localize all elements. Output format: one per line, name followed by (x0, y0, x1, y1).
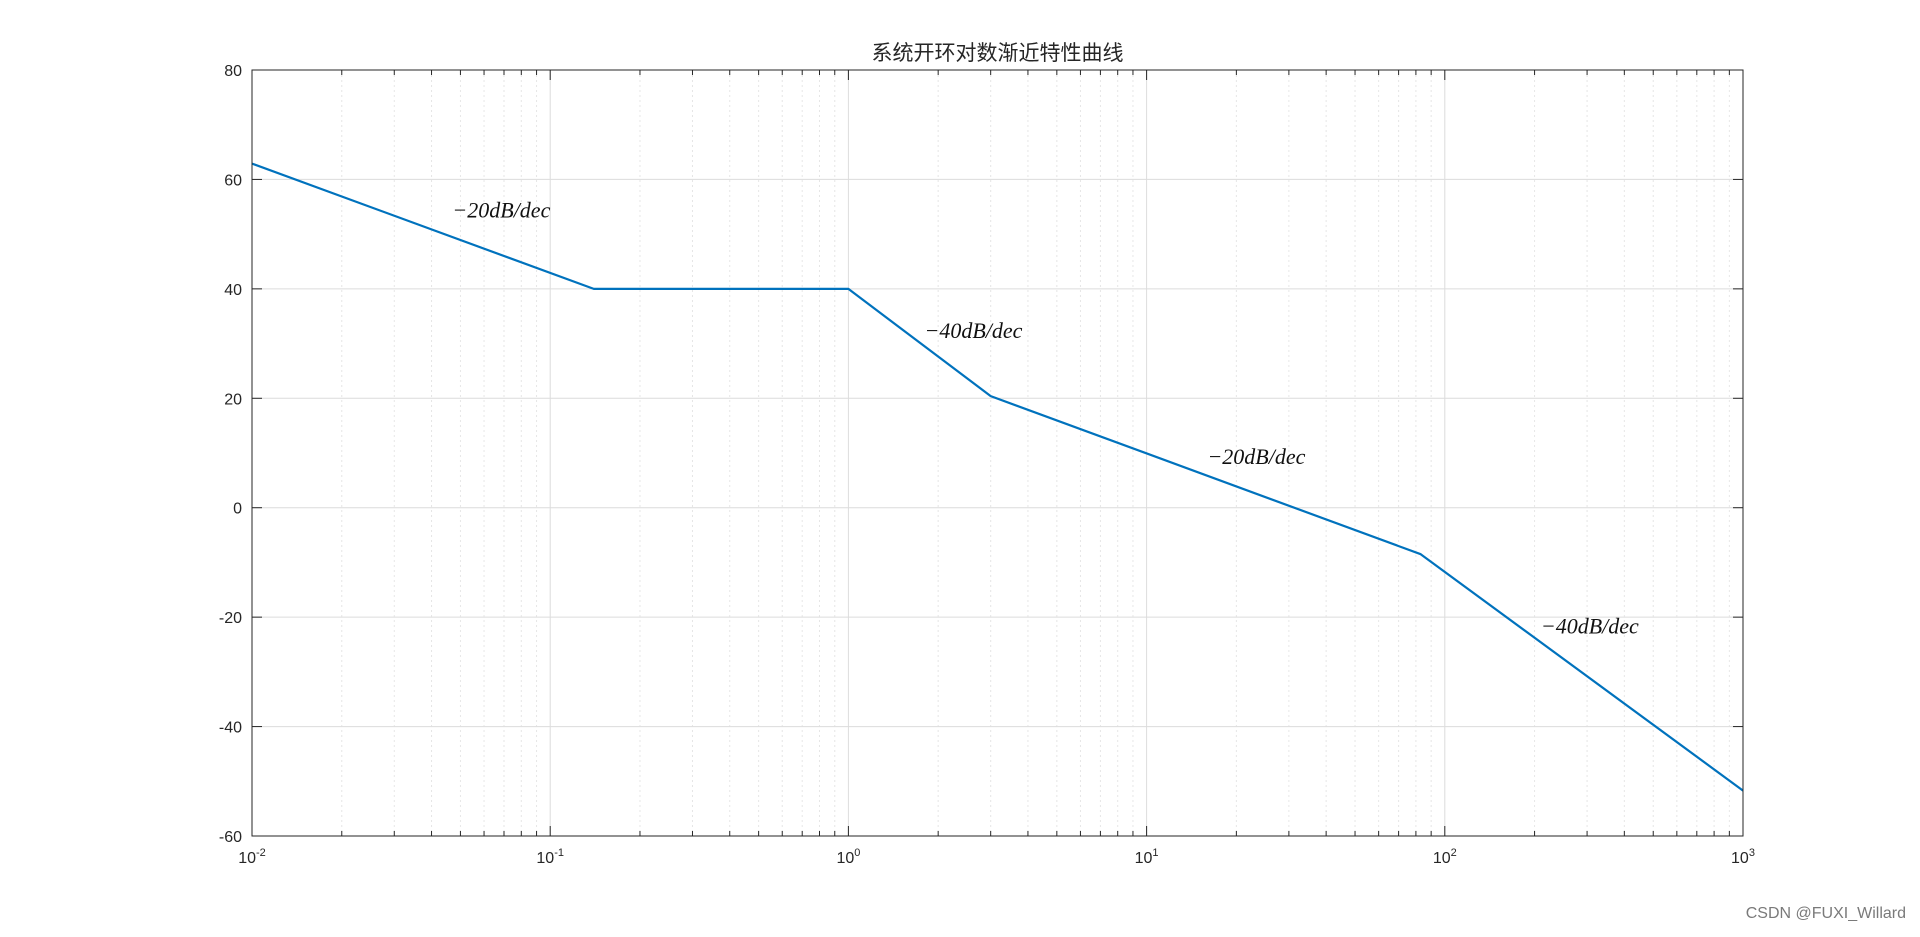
slope-annotation: −40dB/dec (925, 318, 1023, 343)
x-tick-label: 102 (1433, 847, 1457, 867)
y-tick-label: -20 (219, 610, 242, 627)
grid (251, 69, 1744, 837)
chart-title: 系统开环对数渐近特性曲线 (872, 41, 1124, 65)
slope-annotation: −40dB/dec (1541, 614, 1639, 639)
tick-marks (251, 69, 1744, 837)
x-tick-label: 103 (1731, 847, 1755, 867)
plot-area-border (251, 69, 1744, 837)
x-tick-labels: 10-2 10-1 100 101 102 103 (238, 847, 1755, 867)
x-tick-label: 10-2 (238, 847, 266, 867)
y-tick-label: -60 (219, 829, 242, 846)
x-tick-label: 10-1 (536, 847, 564, 867)
y-tick-label: -40 (219, 720, 242, 737)
series-layer (251, 162, 1744, 792)
slope-annotation: −20dB/dec (1207, 444, 1305, 469)
x-tick-label: 100 (836, 847, 860, 867)
y-tick-label: 80 (224, 63, 242, 80)
watermark: CSDN @FUXI_Willard (1745, 905, 1906, 922)
x-tick-label: 101 (1135, 847, 1159, 867)
y-tick-label: 20 (224, 391, 242, 408)
annotations: −20dB/dec −40dB/dec −20dB/dec −40dB/dec (452, 198, 1639, 639)
y-tick-label: 40 (224, 282, 242, 299)
y-tick-labels: 80 60 40 20 0 -20 -40 -60 (219, 63, 242, 846)
series-line (251, 162, 1744, 792)
slope-annotation: −20dB/dec (452, 198, 550, 223)
y-tick-label: 0 (233, 501, 242, 518)
y-tick-label: 60 (224, 172, 242, 189)
